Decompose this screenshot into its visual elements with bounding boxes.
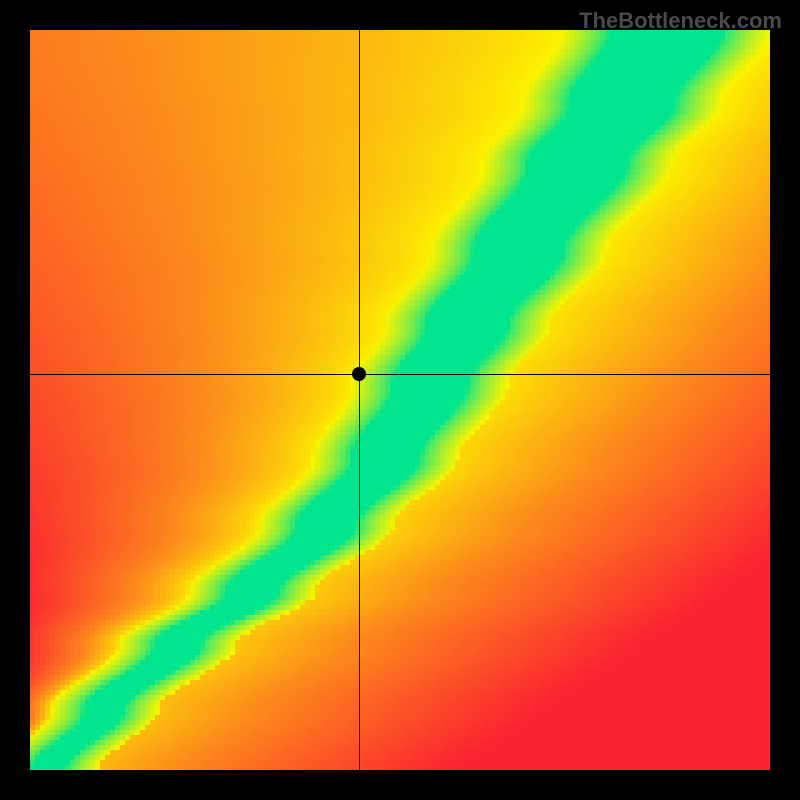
heatmap-canvas [30, 30, 770, 770]
crosshair-vertical [359, 30, 360, 770]
watermark-text: TheBottleneck.com [579, 8, 782, 34]
crosshair-horizontal [30, 374, 770, 375]
bottleneck-marker [352, 367, 366, 381]
page-root: TheBottleneck.com [0, 0, 800, 800]
heatmap-plot [30, 30, 770, 770]
